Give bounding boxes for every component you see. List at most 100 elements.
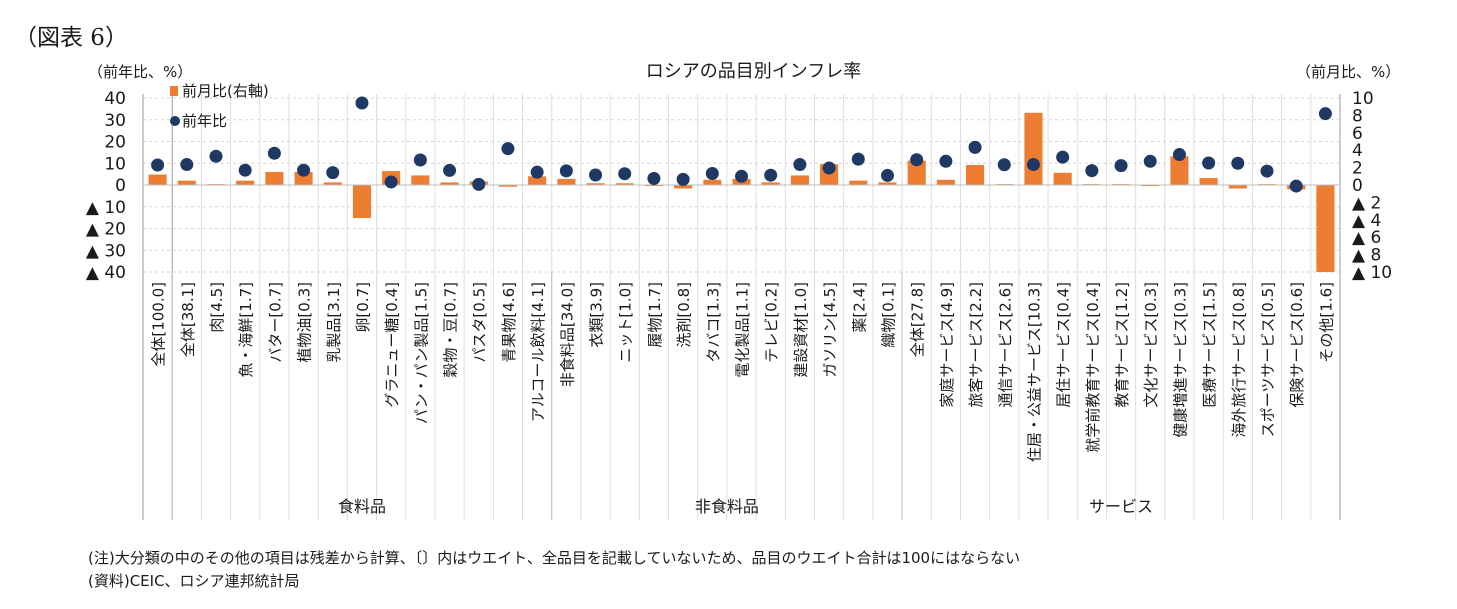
category-label-20: 電化製品[1.1] bbox=[734, 282, 752, 378]
category-label-27: 家庭サービス[4.9] bbox=[938, 282, 956, 408]
bar-mom-12 bbox=[498, 185, 517, 187]
category-label-29: 通信サービス[2.6] bbox=[996, 282, 1014, 408]
left-tick-label: 30 bbox=[104, 111, 126, 131]
dot-yoy-32 bbox=[1085, 164, 1099, 178]
bar-mom-4 bbox=[265, 171, 284, 185]
category-label-0: 全体[100.0] bbox=[150, 282, 168, 367]
legend-dot-swatch bbox=[170, 116, 180, 126]
category-label-2: 肉[4.5] bbox=[208, 282, 226, 333]
category-label-33: 教育サービス[1.2] bbox=[1113, 282, 1131, 408]
category-label-18: 洗剤[0.8] bbox=[675, 282, 693, 348]
category-label-37: 海外旅行サービス[0.8] bbox=[1230, 282, 1248, 438]
left-tick-label: 10 bbox=[104, 154, 126, 174]
bar-mom-36 bbox=[1199, 178, 1218, 185]
category-label-12: 青果物[4.6] bbox=[500, 282, 518, 363]
bar-mom-14 bbox=[557, 178, 576, 185]
dot-yoy-23 bbox=[822, 161, 836, 175]
dot-yoy-1 bbox=[180, 158, 194, 172]
dot-yoy-34 bbox=[1143, 154, 1157, 168]
right-tick-label: 2 bbox=[1352, 159, 1363, 179]
dot-yoy-25 bbox=[880, 168, 894, 182]
category-label-39: 保険サービス[0.6] bbox=[1288, 282, 1306, 408]
right-tick-label: ▲ 4 bbox=[1352, 211, 1381, 231]
dot-yoy-21 bbox=[764, 168, 778, 182]
category-label-22: 建設資材[1.0] bbox=[792, 282, 810, 378]
left-tick-label: ▲ 20 bbox=[86, 220, 126, 240]
bar-mom-28 bbox=[966, 164, 985, 185]
category-label-1: 全体[38.1] bbox=[179, 282, 197, 357]
bar-mom-25 bbox=[878, 182, 897, 185]
category-label-38: スポーツサービス[0.5] bbox=[1259, 282, 1277, 437]
category-label-8: グラニュー糖[0.4] bbox=[383, 282, 401, 408]
dot-yoy-19 bbox=[705, 166, 719, 180]
dot-yoy-5 bbox=[297, 163, 311, 177]
dot-yoy-13 bbox=[530, 165, 544, 179]
dot-yoy-35 bbox=[1172, 148, 1186, 162]
right-tick-label: 6 bbox=[1352, 124, 1363, 144]
legend-bar-label: 前月比(右軸) bbox=[182, 82, 269, 100]
bar-mom-40 bbox=[1316, 185, 1335, 272]
category-label-25: 織物[0.1] bbox=[879, 282, 897, 348]
right-tick-label: 10 bbox=[1352, 89, 1374, 109]
dot-yoy-24 bbox=[851, 152, 865, 166]
bar-mom-5 bbox=[294, 171, 313, 185]
left-tick-label: ▲ 40 bbox=[86, 263, 126, 283]
left-tick-label: ▲ 10 bbox=[86, 198, 126, 218]
bar-mom-31 bbox=[1053, 172, 1072, 185]
right-tick-label: ▲ 6 bbox=[1352, 228, 1381, 248]
dot-yoy-36 bbox=[1202, 156, 1216, 170]
legend-dot-label: 前年比 bbox=[182, 112, 227, 130]
dot-yoy-26 bbox=[910, 153, 924, 167]
chart-title: ロシアの品目別インフレ率 bbox=[646, 61, 861, 82]
dot-yoy-30 bbox=[1026, 158, 1040, 172]
category-label-9: パン・パン製品[1.5] bbox=[412, 282, 430, 424]
dot-yoy-37 bbox=[1231, 156, 1245, 170]
bar-mom-6 bbox=[323, 182, 342, 185]
category-label-24: 薬[2.4] bbox=[850, 282, 868, 333]
category-label-28: 旅客サービス[2.2] bbox=[967, 282, 985, 408]
category-label-35: 健康増進サービス[0.3] bbox=[1171, 282, 1189, 438]
bar-mom-35 bbox=[1170, 156, 1189, 185]
dot-yoy-8 bbox=[384, 175, 398, 189]
category-label-11: パスタ[0.5] bbox=[471, 282, 489, 363]
bar-mom-30 bbox=[1024, 112, 1043, 185]
category-label-40: その他[1.6] bbox=[1317, 282, 1335, 363]
dot-yoy-22 bbox=[793, 158, 807, 172]
dot-yoy-4 bbox=[267, 146, 281, 160]
source-note: (資料)CEIC、ロシア連邦統計局 bbox=[88, 572, 300, 590]
left-tick-label: ▲ 30 bbox=[86, 241, 126, 261]
dot-yoy-7 bbox=[355, 96, 369, 110]
bar-mom-21 bbox=[761, 182, 780, 185]
right-tick-label: ▲ 10 bbox=[1352, 263, 1392, 283]
category-label-34: 文化サービス[0.3] bbox=[1142, 282, 1160, 408]
category-label-3: 魚・海鮮[1.7] bbox=[237, 282, 255, 378]
dot-yoy-38 bbox=[1260, 164, 1274, 178]
bar-mom-27 bbox=[936, 179, 955, 185]
dot-yoy-2 bbox=[209, 149, 223, 163]
category-label-19: タバコ[1.3] bbox=[704, 282, 722, 363]
category-label-32: 就学前教育サービス[0.4] bbox=[1084, 282, 1102, 453]
category-label-21: テレビ[0.2] bbox=[763, 282, 781, 363]
right-tick-label: 8 bbox=[1352, 106, 1363, 126]
category-label-14: 非食料品[34.0] bbox=[558, 282, 576, 387]
right-tick-label: ▲ 8 bbox=[1352, 246, 1381, 266]
category-label-23: ガソリン[4.5] bbox=[821, 282, 839, 378]
dot-yoy-12 bbox=[501, 142, 515, 156]
category-label-4: バター[0.7] bbox=[266, 282, 284, 363]
dot-yoy-14 bbox=[559, 164, 573, 178]
left-tick-label: 40 bbox=[104, 89, 126, 109]
dot-yoy-18 bbox=[676, 172, 690, 186]
bar-mom-13 bbox=[528, 176, 547, 185]
dot-yoy-0 bbox=[151, 158, 165, 172]
left-axis-label: （前年比、%） bbox=[88, 63, 192, 81]
figure-label: （図表 6） bbox=[14, 25, 128, 51]
bar-mom-15 bbox=[586, 183, 605, 185]
category-label-26: 全体[27.8] bbox=[909, 282, 927, 357]
group-label: 食料品 bbox=[338, 497, 386, 516]
dot-yoy-16 bbox=[618, 167, 632, 181]
category-label-13: アルコール飲料[4.1] bbox=[529, 282, 547, 422]
bar-mom-16 bbox=[615, 183, 634, 185]
category-label-7: 卵[0.7] bbox=[354, 282, 372, 333]
category-label-17: 履物[1.7] bbox=[646, 282, 664, 348]
